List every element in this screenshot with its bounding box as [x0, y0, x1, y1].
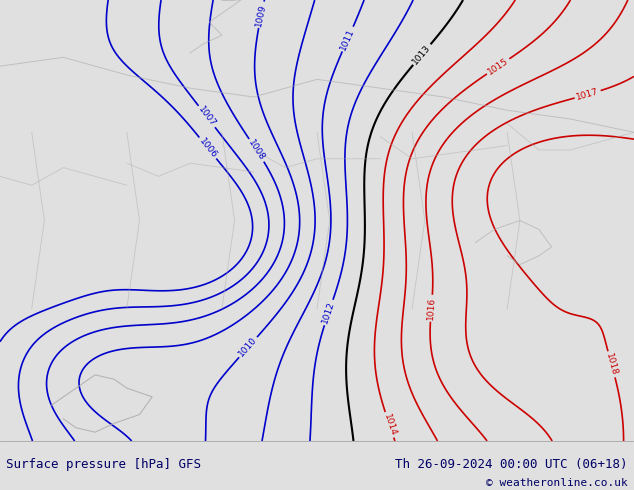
Text: 1006: 1006	[197, 136, 219, 160]
Text: 1017: 1017	[576, 87, 600, 102]
Text: 1009: 1009	[254, 2, 268, 27]
Text: 1008: 1008	[247, 138, 267, 162]
Text: 1012: 1012	[321, 300, 337, 325]
Text: 1018: 1018	[604, 352, 619, 377]
Text: Th 26-09-2024 00:00 UTC (06+18): Th 26-09-2024 00:00 UTC (06+18)	[395, 458, 628, 471]
Text: 1007: 1007	[196, 105, 217, 128]
Text: 1014: 1014	[382, 413, 398, 437]
Text: 1010: 1010	[237, 336, 259, 359]
Text: © weatheronline.co.uk: © weatheronline.co.uk	[486, 478, 628, 488]
Text: 1013: 1013	[411, 43, 433, 66]
Text: Surface pressure [hPa] GFS: Surface pressure [hPa] GFS	[6, 458, 202, 471]
Text: 1016: 1016	[426, 296, 437, 320]
Text: 1011: 1011	[339, 27, 356, 51]
Text: 1015: 1015	[486, 56, 510, 76]
